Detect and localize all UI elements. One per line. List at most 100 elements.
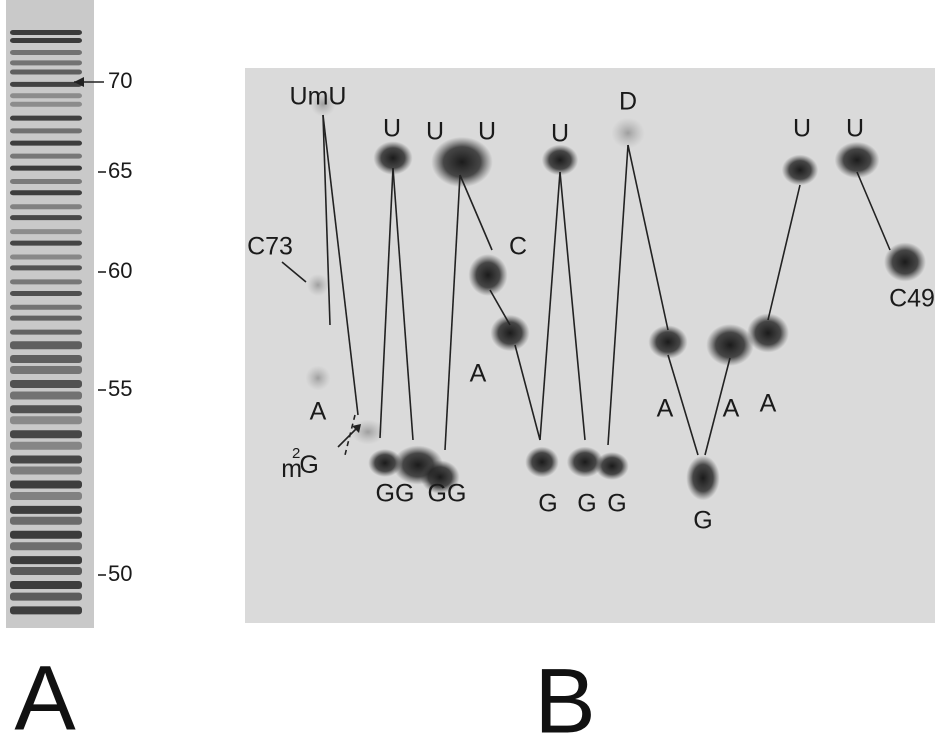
spot-label: UmU: [290, 83, 347, 111]
band: [10, 365, 82, 374]
panel-label: A: [14, 647, 76, 748]
band: [10, 81, 82, 87]
spot: [834, 141, 880, 179]
spot-label: G: [538, 490, 557, 518]
spot: [368, 449, 402, 477]
arrow: [281, 261, 307, 283]
connector: [489, 289, 511, 326]
band: [10, 542, 82, 551]
spot: [306, 273, 330, 297]
band: [10, 430, 82, 439]
band: [10, 466, 82, 475]
spot-label: G: [577, 490, 596, 518]
band: [10, 516, 82, 525]
connector: [856, 171, 891, 251]
marker: 55: [108, 376, 132, 401]
band: [10, 240, 82, 246]
band: [10, 38, 82, 44]
connector: [379, 167, 394, 439]
spot-label: U: [426, 118, 444, 146]
band: [10, 556, 82, 565]
arrow: [337, 426, 359, 448]
spot: [305, 365, 331, 391]
spot: [373, 141, 413, 175]
marker: 65: [108, 158, 132, 183]
spot: [490, 314, 530, 352]
band: [10, 530, 82, 539]
connector: [444, 174, 461, 451]
spot: [648, 325, 688, 359]
spot: [747, 313, 789, 353]
spot: [541, 144, 579, 176]
connector: [767, 184, 801, 321]
band: [10, 50, 82, 56]
spot: [686, 455, 720, 501]
band: [10, 341, 82, 350]
band: [10, 304, 82, 310]
band: [10, 567, 82, 576]
connectors: [322, 114, 891, 456]
spot: [781, 154, 819, 186]
band: [10, 315, 82, 321]
band: [10, 153, 82, 159]
spot-label: GG: [428, 480, 467, 508]
marker: 50: [108, 561, 132, 586]
gel-bands: [10, 30, 82, 615]
spot-label: U: [383, 115, 401, 143]
marker: 70: [108, 68, 132, 93]
connector: [667, 354, 699, 456]
spot: [431, 136, 493, 188]
spot-label: A: [723, 395, 740, 423]
band: [10, 416, 82, 425]
band: [10, 265, 82, 271]
spot-label: A: [470, 360, 487, 388]
band: [10, 592, 82, 601]
spot-labels: UmU U U U U D U U C73 C C49 A A A A A m2…: [247, 83, 935, 535]
spot: [884, 242, 926, 282]
spot-label: C73: [247, 233, 293, 261]
superscript: 2: [292, 445, 300, 462]
spot-label: A: [657, 395, 674, 423]
connector: [392, 167, 414, 441]
spot-label: G: [693, 507, 712, 535]
spot-label: C: [509, 233, 527, 261]
band: [10, 329, 82, 335]
band: [10, 204, 82, 210]
band: [10, 215, 82, 221]
spot-label: U: [478, 118, 496, 146]
spot-label: GG: [376, 480, 415, 508]
spot: [611, 117, 645, 149]
connector: [627, 144, 669, 331]
m: m: [281, 455, 302, 483]
band: [10, 290, 82, 296]
spot-label: A: [760, 390, 777, 418]
g: G: [299, 451, 318, 479]
band: [10, 254, 82, 260]
band: [10, 140, 82, 146]
band: [10, 455, 82, 464]
connector: [539, 171, 561, 441]
band: [10, 441, 82, 450]
band: [10, 279, 82, 285]
band: [10, 379, 82, 388]
spot-label: G: [607, 490, 626, 518]
band: [10, 492, 82, 501]
band: [10, 581, 82, 590]
band: [10, 115, 82, 121]
spot-label: U: [846, 115, 864, 143]
tlc-plate: [245, 68, 935, 623]
marker: 60: [108, 258, 132, 283]
band: [10, 178, 82, 184]
connector: [322, 114, 331, 326]
band: [10, 480, 82, 489]
band: [10, 165, 82, 171]
spot: [468, 254, 508, 296]
spot: [566, 446, 604, 478]
spot: [420, 460, 460, 494]
spot: [310, 91, 336, 117]
band: [10, 355, 82, 364]
band: [10, 190, 82, 196]
band: [10, 93, 82, 99]
band: [10, 405, 82, 414]
